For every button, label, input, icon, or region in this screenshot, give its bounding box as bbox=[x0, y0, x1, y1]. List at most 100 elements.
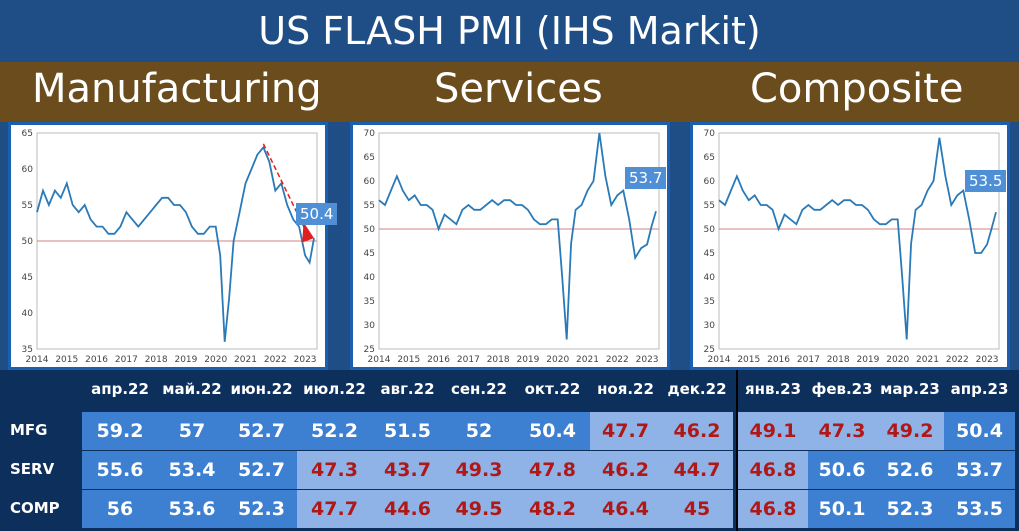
column-header-month: дек.22 bbox=[667, 380, 727, 398]
table-cell: 46.8 bbox=[738, 451, 808, 489]
table-cell: 50.4 bbox=[515, 412, 590, 450]
plot-frame bbox=[718, 132, 1000, 350]
y-tick-label: 50 bbox=[22, 237, 34, 247]
chart-manufacturing: 35 40 45 50 55 60 65 2014 2015 2016 2017 2018 2019 20… bbox=[8, 122, 338, 370]
y-tick-label: 70 bbox=[364, 129, 376, 139]
column-header-month: апр.22 bbox=[91, 380, 149, 398]
year-separator bbox=[736, 370, 738, 531]
x-tick-label: 2023 bbox=[636, 355, 659, 365]
x-tick-label: 2022 bbox=[946, 355, 969, 365]
x-tick-label: 2023 bbox=[976, 355, 999, 365]
table-cell: 52 bbox=[443, 412, 515, 450]
chart-svg: 35 40 45 50 55 60 65 2014 2015 2016 2017 2018 2019 20… bbox=[22, 129, 318, 365]
x-tick-label: 2015 bbox=[397, 355, 420, 365]
chart-svg: 25 30 35 40 45 50 55 60 65 70 2014 2015 2016 2017 2018… bbox=[364, 129, 660, 365]
x-tick-label: 2021 bbox=[576, 355, 599, 365]
latest-value-callout: 53.7 bbox=[625, 167, 667, 189]
x-tick-label: 2014 bbox=[26, 355, 49, 365]
y-tick-label: 40 bbox=[364, 273, 376, 283]
table-cell: 49.3 bbox=[443, 451, 515, 489]
section-title-manufacturing: Manufacturing bbox=[32, 66, 322, 112]
x-tick-label: 2018 bbox=[827, 355, 850, 365]
column-header-month: май.22 bbox=[162, 380, 222, 398]
x-tick-label: 2014 bbox=[708, 355, 731, 365]
y-tick-label: 65 bbox=[364, 153, 375, 163]
row-label-comp: COMP bbox=[10, 499, 60, 517]
y-tick-label: 40 bbox=[704, 273, 716, 283]
series-line bbox=[36, 145, 315, 342]
table-cell: 47.3 bbox=[297, 451, 372, 489]
latest-value-callout: 53.5 bbox=[965, 170, 1007, 192]
table-cell: 50.4 bbox=[944, 412, 1015, 450]
x-tick-label: 2015 bbox=[55, 355, 78, 365]
series-line bbox=[718, 137, 997, 340]
table-cell: 47.7 bbox=[297, 490, 372, 528]
y-tick-label: 50 bbox=[364, 225, 376, 235]
column-header-month: мар.23 bbox=[880, 380, 940, 398]
latest-value-callout: 50.4 bbox=[296, 203, 338, 225]
table-cell: 55.6 bbox=[82, 451, 158, 489]
y-tick-label: 55 bbox=[22, 201, 33, 211]
pmi-table: апр.22 май.22 июн.22 июл.22 авг.22 сен.22 окт.… bbox=[0, 370, 1019, 531]
x-tick-label: 2016 bbox=[767, 355, 790, 365]
x-tick-label: 2021 bbox=[234, 355, 257, 365]
x-tick-label: 2020 bbox=[204, 355, 227, 365]
y-tick-label: 30 bbox=[704, 321, 716, 331]
table-cell: 49.1 bbox=[738, 412, 808, 450]
section-title-composite: Composite bbox=[750, 66, 964, 112]
x-tick-label: 2016 bbox=[85, 355, 108, 365]
column-header-month: янв.23 bbox=[744, 380, 802, 398]
x-tick-label: 2019 bbox=[516, 355, 539, 365]
y-tick-label: 60 bbox=[364, 177, 376, 187]
page-title: US FLASH PMI (IHS Markit) bbox=[0, 0, 1019, 62]
table-cell: 53.4 bbox=[158, 451, 226, 489]
table-cell: 52.3 bbox=[876, 490, 944, 528]
x-tick-label: 2017 bbox=[115, 355, 138, 365]
table-cell: 57 bbox=[158, 412, 226, 450]
table-cell: 44.7 bbox=[661, 451, 733, 489]
table-cell: 49.5 bbox=[443, 490, 515, 528]
table-cell: 52.7 bbox=[226, 451, 297, 489]
table-cell: 53.5 bbox=[944, 490, 1015, 528]
x-tick-label: 2016 bbox=[427, 355, 450, 365]
chart-svg: 25 30 35 40 45 50 55 60 65 70 2014 2015 2016 2017 2018… bbox=[704, 129, 1000, 365]
column-header-month: окт.22 bbox=[524, 380, 581, 398]
row-label-serv: SERV bbox=[10, 460, 55, 478]
column-header-month: июн.22 bbox=[230, 380, 293, 398]
y-tick-label: 55 bbox=[704, 201, 715, 211]
x-tick-label: 2021 bbox=[916, 355, 939, 365]
column-header-month: ноя.22 bbox=[597, 380, 654, 398]
y-tick-label: 40 bbox=[22, 309, 34, 319]
column-header-month: июл.22 bbox=[303, 380, 366, 398]
y-tick-label: 60 bbox=[704, 177, 716, 187]
table-cell: 47.7 bbox=[590, 412, 661, 450]
table-cell: 52.6 bbox=[876, 451, 944, 489]
x-tick-label: 2019 bbox=[174, 355, 197, 365]
series-line bbox=[378, 132, 657, 340]
x-tick-label: 2017 bbox=[797, 355, 820, 365]
table-cell: 52.3 bbox=[226, 490, 297, 528]
column-header-month: фев.23 bbox=[811, 380, 873, 398]
y-tick-label: 35 bbox=[364, 297, 375, 307]
y-tick-label: 55 bbox=[364, 201, 375, 211]
table-cell: 47.3 bbox=[808, 412, 876, 450]
y-tick-label: 45 bbox=[22, 273, 33, 283]
y-tick-label: 25 bbox=[704, 345, 715, 355]
row-label-mfg: MFG bbox=[10, 421, 48, 439]
column-header-month: авг.22 bbox=[380, 380, 435, 398]
table-cell: 46.8 bbox=[738, 490, 808, 528]
table-cell: 48.2 bbox=[515, 490, 590, 528]
y-tick-label: 45 bbox=[704, 249, 715, 259]
table-cell: 53.7 bbox=[944, 451, 1015, 489]
plot-frame bbox=[378, 132, 660, 350]
table-cell: 51.5 bbox=[372, 412, 443, 450]
table-cell: 45 bbox=[661, 490, 733, 528]
y-tick-label: 65 bbox=[704, 153, 715, 163]
table-cell: 46.2 bbox=[590, 451, 661, 489]
x-tick-label: 2022 bbox=[264, 355, 287, 365]
section-header-bar: Manufacturing Services Composite bbox=[0, 62, 1019, 122]
y-tick-label: 45 bbox=[364, 249, 375, 259]
table-cell: 47.8 bbox=[515, 451, 590, 489]
y-tick-label: 50 bbox=[704, 225, 716, 235]
table-cell: 43.7 bbox=[372, 451, 443, 489]
